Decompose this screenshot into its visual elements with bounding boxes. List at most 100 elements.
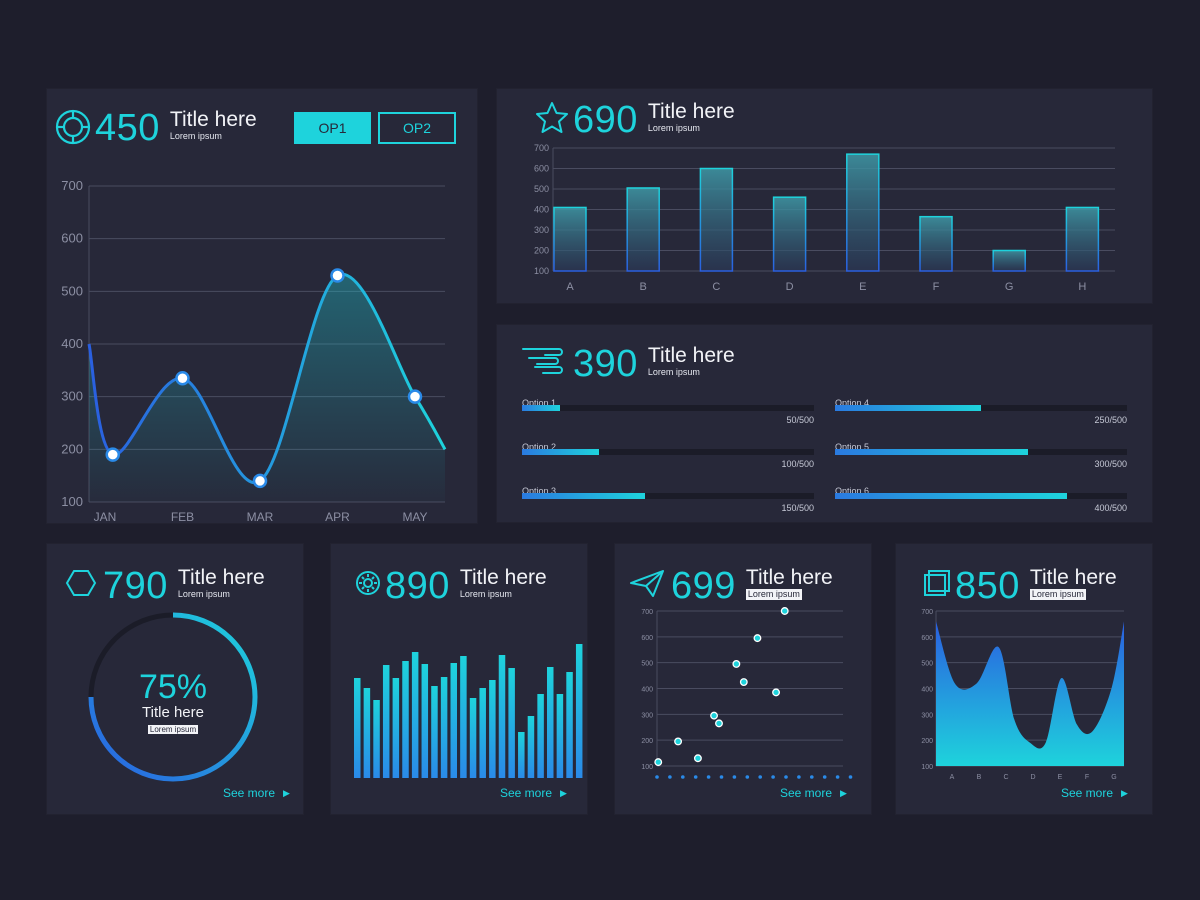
progress-fill (522, 405, 560, 411)
data-point (710, 711, 718, 720)
card-header: 699 Title here Lorem ipsum (629, 567, 833, 605)
bar (547, 667, 554, 778)
card-subtitle: Lorem ipsum (169, 131, 222, 141)
area-chart: 700 600 500 400 300 200 100 A B C D E F G (921, 609, 1124, 781)
card-title: Title here (177, 566, 265, 589)
see-more-link[interactable]: See more ▶ (223, 786, 290, 800)
progress-track (522, 449, 814, 455)
area-card: 850 Title here Lorem ipsum 700 600 500 400 3… (896, 544, 1152, 814)
progress-value: 300/500 (1094, 459, 1127, 469)
bar (537, 694, 544, 778)
axis-dot (848, 775, 853, 779)
kpi-value: 450 (95, 107, 160, 149)
see-more-link[interactable]: See more ▶ (1061, 786, 1128, 800)
card-header: 850 Title here Lorem ipsum (923, 567, 1117, 605)
area-series (936, 621, 1124, 766)
progress-fill (522, 449, 600, 455)
bar (527, 716, 535, 778)
card-header: 390 Title here Lorem ipsum (521, 345, 735, 383)
card-header: 690 Title here Lorem ipsum (535, 101, 735, 140)
data-point (407, 389, 423, 404)
donut-slice (88, 612, 258, 782)
bar (469, 698, 477, 778)
axis-dot (797, 775, 801, 779)
bar (450, 663, 457, 778)
y-tick-label: 600 (921, 635, 933, 642)
y-tick-label: 400 (534, 205, 549, 215)
card-title: Title here (647, 100, 735, 123)
see-more-link[interactable]: See more ▶ (780, 786, 847, 800)
play-arrow-icon: ▶ (1121, 787, 1128, 798)
bar (518, 732, 525, 778)
data-point (693, 754, 702, 763)
card-title: Title here (459, 566, 547, 589)
progress-track (835, 405, 1127, 411)
progress-item-option-1: Option 1 50/500 (522, 393, 814, 425)
card-subtitle: Lorem ipsum (177, 589, 230, 599)
card-subtitle: Lorem ipsum (647, 367, 700, 377)
bar (919, 215, 953, 272)
y-tick-label: 100 (641, 764, 653, 771)
x-tick-label: C (1003, 774, 1008, 781)
axis-dot (745, 775, 750, 779)
y-tick-label: 700 (641, 609, 653, 616)
axis-dot (655, 775, 659, 779)
progress-item-option-5: Option 5 300/500 (835, 437, 1127, 469)
y-tick-label: 500 (534, 184, 549, 194)
bar (440, 677, 448, 778)
x-tick-label: E (1058, 774, 1063, 781)
star-icon (535, 101, 569, 140)
y-tick-label: 200 (921, 738, 933, 745)
progress-track (522, 493, 814, 499)
y-tick-label: 500 (921, 661, 933, 668)
play-arrow-icon: ▶ (560, 787, 567, 798)
x-tick-label: F (1085, 774, 1089, 781)
y-tick-label: 600 (61, 231, 83, 246)
card-title: Title here (647, 344, 735, 367)
scatter-card: 699 Title here Lorem ipsum 700 600 500 400 3… (615, 544, 871, 814)
y-tick-label: 500 (641, 661, 653, 668)
progress-label: Option 5 (835, 442, 870, 452)
card-subtitle: Lorem ipsum (745, 589, 802, 600)
progress-value: 50/500 (786, 415, 814, 425)
bar (392, 678, 400, 778)
kpi-value: 390 (573, 343, 638, 385)
progress-label: Option 2 (522, 442, 557, 452)
data-point (732, 660, 741, 668)
card-title: Title here (1029, 566, 1117, 589)
data-point (654, 758, 663, 767)
histogram-chart (354, 644, 583, 778)
layers-icon (923, 567, 953, 604)
x-tick-label: C (712, 281, 720, 293)
bar (402, 661, 409, 778)
hexagon-icon (65, 567, 97, 604)
play-arrow-icon: ▶ (840, 787, 847, 798)
x-tick-label: A (566, 281, 574, 293)
line-chart: 700 600 500 400 300 200 100 JAN FEB MAR APR MAY (61, 178, 447, 523)
donut-inner-subtitle: Lorem ipsum (147, 725, 199, 734)
x-tick-label: D (1030, 774, 1035, 781)
bar (489, 680, 496, 778)
op1-button[interactable]: OP1 (294, 112, 371, 144)
y-tick-label: 700 (534, 143, 549, 153)
x-tick-label: FEB (171, 510, 194, 523)
progress-item-option-3: Option 3 150/500 (522, 481, 814, 513)
target-icon (55, 109, 91, 150)
progress-label: Option 3 (522, 486, 557, 496)
x-tick-label: JAN (94, 510, 117, 523)
bar (772, 196, 807, 272)
bar (846, 153, 880, 272)
axis-dot (681, 775, 685, 779)
progress-fill (522, 493, 645, 499)
see-more-label: See more (1061, 786, 1114, 800)
op2-button[interactable]: OP2 (378, 112, 456, 144)
bar (411, 652, 419, 778)
kpi-value: 790 (103, 565, 168, 607)
y-tick-label: 600 (534, 164, 549, 174)
axis-dot (835, 775, 840, 779)
progress-value: 150/500 (781, 503, 814, 513)
see-more-link[interactable]: See more ▶ (500, 786, 567, 800)
bar (479, 688, 486, 778)
card-title: Title here (169, 108, 257, 131)
donut-chart (88, 612, 258, 782)
